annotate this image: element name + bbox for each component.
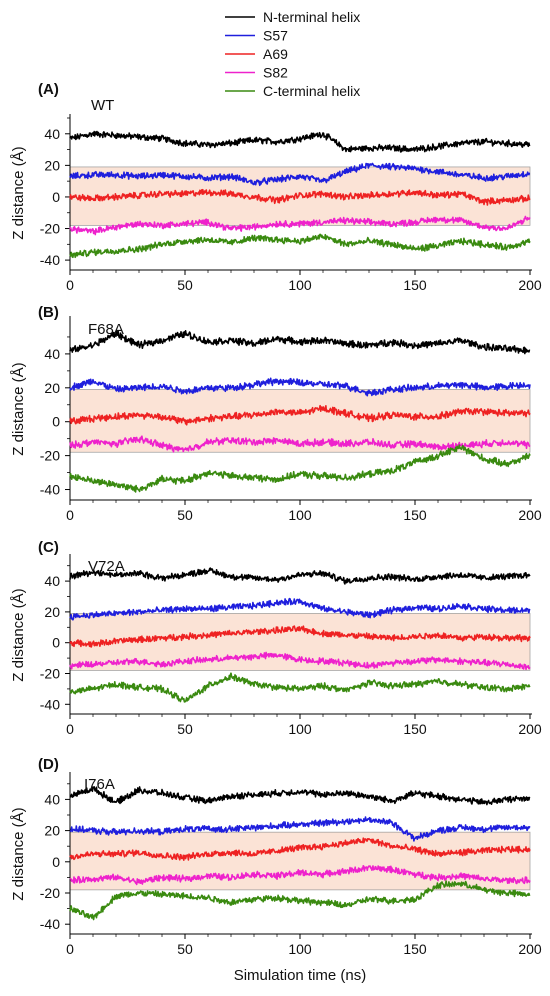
- x-axis-label: Simulation time (ns): [234, 967, 367, 984]
- series-c-terminal-helix: [69, 672, 531, 703]
- series-c-terminal-helix: [69, 444, 531, 493]
- y-tick-label: 20: [44, 157, 60, 173]
- series-a69: [69, 404, 531, 426]
- x-tick-label: 50: [177, 721, 193, 737]
- x-tick-label: 200: [518, 721, 542, 737]
- legend-label-n-terminal-helix: N-terminal helix: [263, 9, 360, 25]
- panel-title: V72A: [88, 558, 125, 575]
- x-tick-label: 0: [66, 721, 74, 737]
- panel-title: I76A: [84, 776, 115, 793]
- series-n-terminal-helix: [69, 130, 531, 153]
- series-n-terminal-helix: [69, 786, 531, 806]
- x-tick-label: 50: [177, 277, 193, 293]
- y-tick-label: 20: [44, 380, 60, 396]
- y-axis-label: Z distance (Å): [10, 146, 27, 239]
- x-tick-label: 100: [288, 941, 312, 957]
- x-tick-label: 200: [518, 507, 542, 523]
- series-n-terminal-helix: [69, 329, 531, 355]
- y-tick-label: 0: [52, 854, 60, 870]
- series-a69: [69, 625, 531, 648]
- y-tick-label: 0: [52, 635, 60, 651]
- panel-f68a: -40 -20 0 20 40 0 50 100 150 200 (B) F68A Z distance…: [10, 304, 542, 523]
- y-tick-label: -20: [40, 666, 60, 682]
- y-axis-label: Z distance (Å): [10, 362, 27, 455]
- series-s57: [69, 597, 531, 621]
- y-tick-label: -20: [40, 221, 60, 237]
- panel-i76a: -40 -20 0 20 40 0 50 100 150 200 (D) I76A Z distance…: [10, 756, 542, 957]
- y-tick-label: -40: [40, 696, 60, 712]
- x-tick-label: 200: [518, 941, 542, 957]
- series-s57: [69, 377, 531, 397]
- legend-label-a69: A69: [263, 46, 288, 62]
- panel-label: (D): [38, 756, 59, 773]
- panel-title: F68A: [88, 321, 124, 338]
- x-tick-label: 150: [403, 941, 427, 957]
- x-tick-label: 150: [403, 507, 427, 523]
- y-tick-label: 40: [44, 126, 60, 142]
- panel-title: WT: [91, 97, 114, 114]
- series-s57: [69, 162, 531, 187]
- series-s82: [69, 864, 531, 886]
- legend-label-s57: S57: [263, 28, 288, 44]
- y-tick-label: -20: [40, 448, 60, 464]
- panel-wt: -40 -20 0 20 40 0 50 100 150 200 (A) WT Z distance (…: [10, 81, 542, 293]
- x-tick-label: 50: [177, 507, 193, 523]
- panel-label: (B): [38, 304, 59, 321]
- panel-label: (A): [38, 81, 59, 98]
- series-a69: [69, 837, 531, 862]
- x-tick-label: 50: [177, 941, 193, 957]
- series-s82: [69, 651, 531, 671]
- y-axis-label: Z distance (Å): [10, 807, 27, 900]
- y-tick-label: -20: [40, 885, 60, 901]
- y-tick-label: 40: [44, 791, 60, 807]
- series-s82: [69, 435, 531, 453]
- series-n-terminal-helix: [69, 567, 531, 585]
- legend: N-terminal helix S57 A69 S82 C-terminal heli…: [225, 9, 360, 99]
- x-tick-label: 150: [403, 277, 427, 293]
- y-tick-label: -40: [40, 252, 60, 268]
- y-tick-label: -40: [40, 916, 60, 932]
- x-tick-label: 200: [518, 277, 542, 293]
- y-tick-label: 40: [44, 573, 60, 589]
- x-tick-label: 0: [66, 507, 74, 523]
- y-tick-label: 0: [52, 189, 60, 205]
- legend-label-c-terminal-helix: C-terminal helix: [263, 83, 360, 99]
- x-tick-label: 100: [288, 721, 312, 737]
- series-c-terminal-helix: [69, 880, 531, 921]
- x-tick-label: 0: [66, 941, 74, 957]
- series-c-terminal-helix: [69, 233, 531, 259]
- y-tick-label: 20: [44, 823, 60, 839]
- x-tick-label: 100: [288, 277, 312, 293]
- legend-label-s82: S82: [263, 65, 288, 81]
- panel-label: (C): [38, 539, 59, 556]
- y-axis-label: Z distance (Å): [10, 588, 27, 681]
- x-tick-label: 100: [288, 507, 312, 523]
- y-tick-label: 20: [44, 604, 60, 620]
- y-tick-label: 0: [52, 414, 60, 430]
- panel-v72a: -40 -20 0 20 40 0 50 100 150 200 (C) V72A Z distance…: [10, 539, 542, 737]
- x-tick-label: 150: [403, 721, 427, 737]
- y-tick-label: -40: [40, 482, 60, 498]
- series-a69: [69, 188, 531, 206]
- series-s82: [69, 215, 531, 236]
- x-tick-label: 0: [66, 277, 74, 293]
- series-s57: [69, 816, 531, 842]
- y-tick-label: 40: [44, 346, 60, 362]
